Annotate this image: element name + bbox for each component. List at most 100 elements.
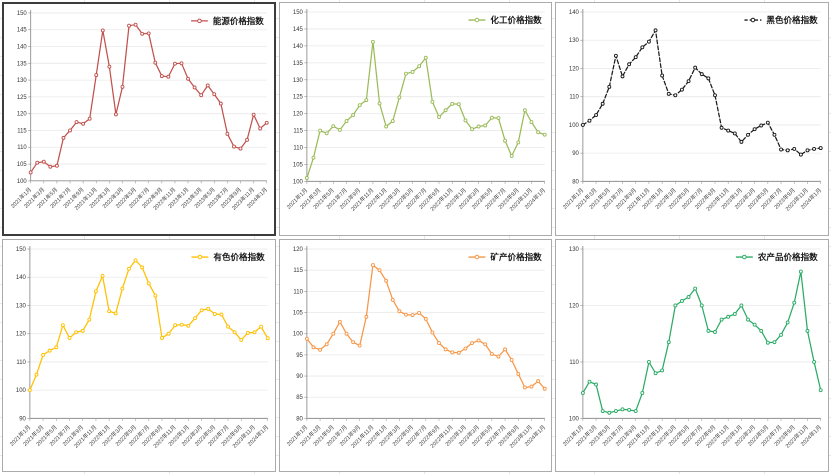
- data-point-marker: [48, 164, 53, 169]
- data-point-marker: [311, 155, 316, 160]
- data-point-marker: [792, 146, 797, 151]
- data-point-marker: [317, 347, 322, 352]
- data-point-marker: [430, 99, 434, 104]
- data-point-marker: [686, 294, 691, 299]
- data-point-marker: [34, 372, 39, 377]
- data-point-marker: [47, 348, 52, 353]
- data-point-marker: [489, 115, 494, 120]
- data-point-marker: [700, 303, 705, 307]
- data-point-marker: [772, 339, 777, 344]
- data-point-marker: [634, 408, 638, 413]
- data-point-marker: [819, 387, 823, 392]
- y-axis-tick-label: 120: [569, 303, 580, 309]
- y-axis-tick-label: 130: [17, 78, 28, 84]
- data-point-marker: [653, 370, 658, 375]
- series-line: [305, 263, 545, 389]
- data-point-marker: [218, 101, 223, 106]
- data-point-marker: [726, 314, 731, 319]
- data-point-marker: [245, 330, 250, 335]
- y-axis-tick-label: 85: [296, 395, 303, 401]
- y-axis-tick-label: 105: [293, 162, 304, 168]
- chart-panel-energy[interactable]: 100 105 110 115 120 125 130 135 140 145 150 2021年1月…: [2, 2, 276, 236]
- data-point-marker: [337, 127, 342, 132]
- y-axis-tick-label: 110: [16, 359, 26, 365]
- data-point-marker: [403, 71, 408, 76]
- data-point-marker: [107, 308, 112, 313]
- legend-label: 有色价格指数: [213, 251, 265, 262]
- data-point-marker: [502, 346, 507, 351]
- data-point-marker: [27, 387, 32, 392]
- data-point-marker: [179, 322, 184, 327]
- y-axis-tick-label: 115: [293, 129, 303, 135]
- chart-panel-ferrous[interactable]: 80 90 100 110 120 130 140 2021年1月 2021年3月 2021年5月…: [555, 2, 829, 236]
- y-axis-tick-label: 110: [17, 145, 27, 151]
- data-point-marker: [515, 371, 520, 376]
- data-point-marker: [423, 55, 428, 60]
- chart-panel-chemical[interactable]: 100 105 110 115 120 125 130 135 140 145 150 2021年1月…: [278, 2, 553, 236]
- data-point-marker: [581, 122, 586, 127]
- legend-marker-icon: [197, 18, 202, 24]
- data-point-marker: [819, 146, 823, 151]
- data-point-marker: [772, 132, 777, 137]
- data-point-marker: [383, 278, 388, 283]
- data-point-marker: [581, 390, 586, 395]
- y-axis-tick-label: 130: [569, 247, 580, 253]
- data-point-marker: [41, 352, 46, 357]
- y-axis-tick-label: 120: [293, 247, 304, 253]
- data-point-marker: [733, 131, 738, 136]
- data-point-marker: [594, 113, 599, 118]
- data-point-marker: [647, 359, 652, 364]
- legend: 农产品价格指数: [736, 251, 818, 262]
- y-axis-tick-label: 130: [569, 38, 580, 44]
- chart-panel-agricultural[interactable]: 100 110 120 130 2021年1月 2021年3月 2021年5月 2021年7月…: [555, 238, 829, 472]
- data-point-marker: [535, 130, 540, 135]
- data-point-marker: [232, 329, 237, 334]
- data-point-marker: [456, 350, 461, 355]
- data-point-marker: [192, 85, 197, 90]
- data-point-marker: [127, 266, 131, 271]
- data-point-marker: [634, 55, 638, 60]
- data-point-marker: [153, 60, 158, 65]
- chart-panel-nonferrous[interactable]: 90 100 110 120 130 140 150 2021年1月 2021年3月 2021年5…: [2, 238, 276, 472]
- data-point-marker: [436, 340, 441, 345]
- data-point-marker: [100, 273, 105, 278]
- data-point-marker: [166, 74, 171, 79]
- chart-panel-mineral[interactable]: 80 85 90 95 100 105 110 115 120 2021年1月 2021年3月 202…: [278, 238, 553, 472]
- data-point-marker: [766, 340, 771, 345]
- data-point-marker: [423, 316, 428, 321]
- data-point-marker: [120, 286, 125, 290]
- data-point-marker: [179, 61, 184, 66]
- y-axis-tick-label: 145: [293, 27, 304, 33]
- data-point-marker: [61, 135, 66, 140]
- data-point-marker: [331, 331, 335, 336]
- data-point-marker: [660, 367, 665, 372]
- data-point-marker: [350, 113, 355, 117]
- y-axis-tick-label: 90: [19, 416, 26, 422]
- data-point-marker: [397, 308, 401, 313]
- data-point-marker: [746, 132, 751, 137]
- data-point-marker: [344, 331, 349, 336]
- data-point-marker: [620, 74, 625, 79]
- data-point-marker: [805, 328, 810, 333]
- data-point-marker: [739, 303, 744, 307]
- data-point-marker: [693, 286, 698, 290]
- data-point-marker: [706, 76, 711, 81]
- data-point-marker: [206, 306, 211, 311]
- legend-marker-icon: [474, 254, 479, 259]
- data-point-marker: [700, 72, 705, 77]
- data-point-marker: [601, 408, 605, 413]
- data-point-marker: [759, 123, 764, 128]
- data-point-marker: [403, 312, 408, 317]
- data-point-marker: [614, 53, 619, 58]
- data-point-marker: [627, 62, 632, 67]
- chart-svg-agricultural: 1001101201302021年1月2021年3月2021年5月2021年7月…: [561, 245, 823, 449]
- data-point-marker: [535, 378, 540, 383]
- data-point-marker: [35, 160, 40, 165]
- y-axis-tick-label: 105: [293, 310, 304, 316]
- data-point-marker: [476, 124, 481, 129]
- y-axis-tick-label: 130: [293, 78, 304, 84]
- y-axis-tick-label: 140: [16, 275, 27, 281]
- data-point-marker: [509, 154, 514, 158]
- data-point-marker: [799, 152, 804, 157]
- data-point-marker: [41, 159, 46, 164]
